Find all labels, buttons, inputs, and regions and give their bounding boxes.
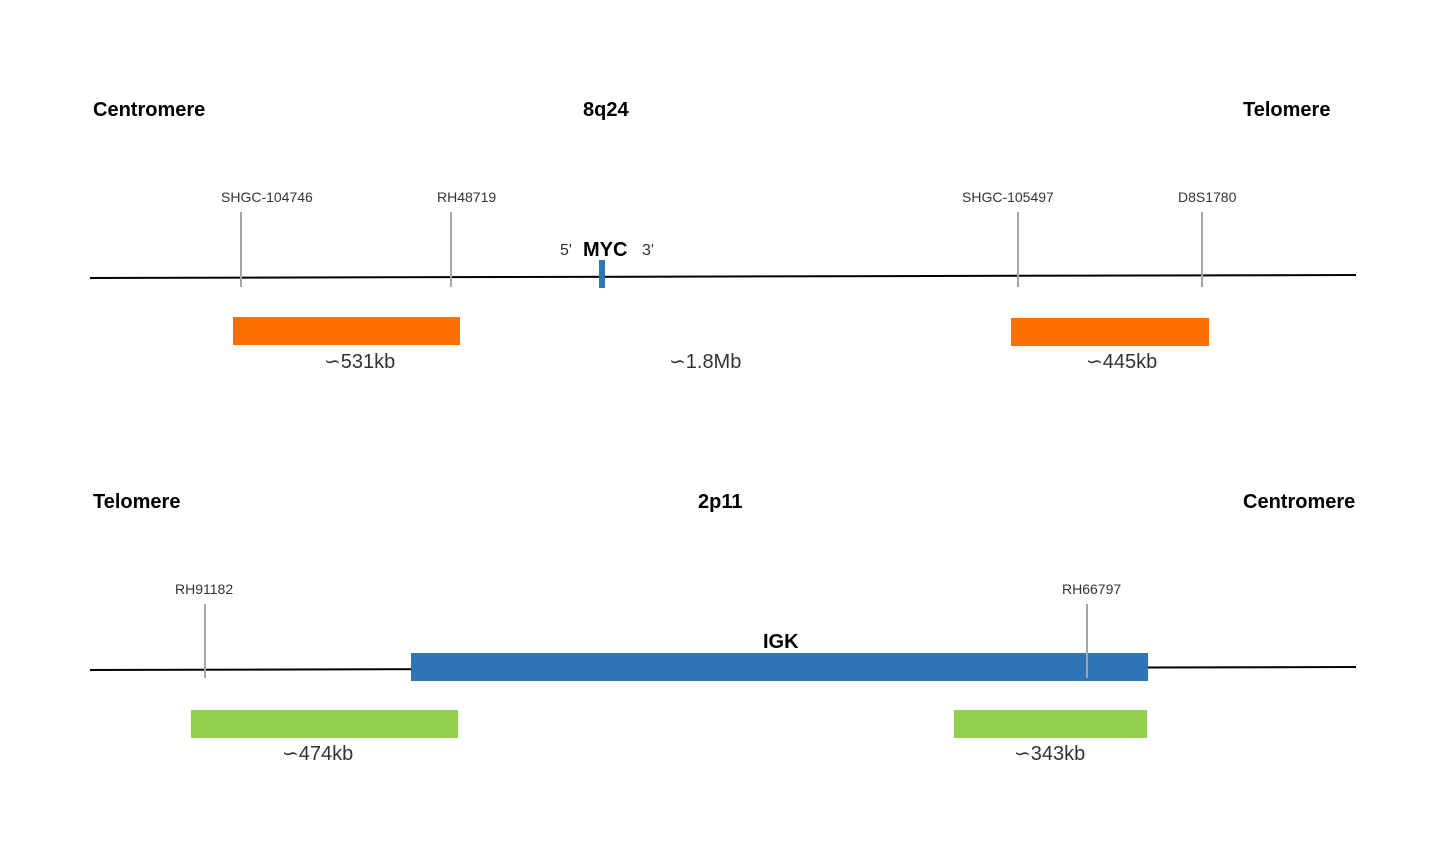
gene-label-igk: IGK: [763, 631, 799, 653]
right-end-label: Telomere: [1243, 99, 1331, 121]
region-label: 8q24: [583, 99, 629, 121]
gap-size-label: ∽1.8Mb: [669, 351, 742, 373]
probe-size-label: ∽474kb: [282, 743, 354, 765]
probe-size-label: ∽531kb: [324, 351, 396, 373]
left-end-label: Telomere: [93, 491, 181, 513]
marker-tick: [1201, 212, 1203, 287]
marker-label: SHGC-105497: [962, 189, 1054, 205]
gene-myc-bar: [599, 260, 605, 288]
marker-label: RH66797: [1062, 581, 1122, 597]
chromosome-8q24-line: [89, 274, 1357, 279]
marker-tick: [240, 212, 242, 287]
region-label: 2p11: [698, 491, 743, 513]
right-end-label: Centromere: [1243, 491, 1356, 513]
marker-tick: [204, 604, 206, 678]
gene-igk-bar: [411, 653, 1148, 681]
probe-bar-centromeric: [954, 710, 1147, 738]
probe-bar-telomeric: [1011, 318, 1209, 346]
probe-size-label: ∽343kb: [1014, 743, 1086, 765]
marker-label: RH48719: [437, 189, 497, 205]
five-prime-label: 5': [560, 242, 572, 259]
probe-size-label: ∽445kb: [1086, 351, 1158, 373]
marker-label: RH91182: [175, 581, 234, 597]
marker-label: D8S1780: [1178, 189, 1237, 205]
probe-bar-centromeric: [233, 317, 460, 345]
marker-tick: [1086, 604, 1088, 678]
probe-bar-telomeric: [191, 710, 458, 738]
left-end-label: Centromere: [93, 99, 206, 121]
three-prime-label: 3': [642, 242, 654, 259]
marker-label: SHGC-104746: [221, 189, 313, 205]
gene-label-myc: MYC: [583, 239, 628, 261]
marker-tick: [450, 212, 452, 287]
marker-tick: [1017, 212, 1019, 287]
